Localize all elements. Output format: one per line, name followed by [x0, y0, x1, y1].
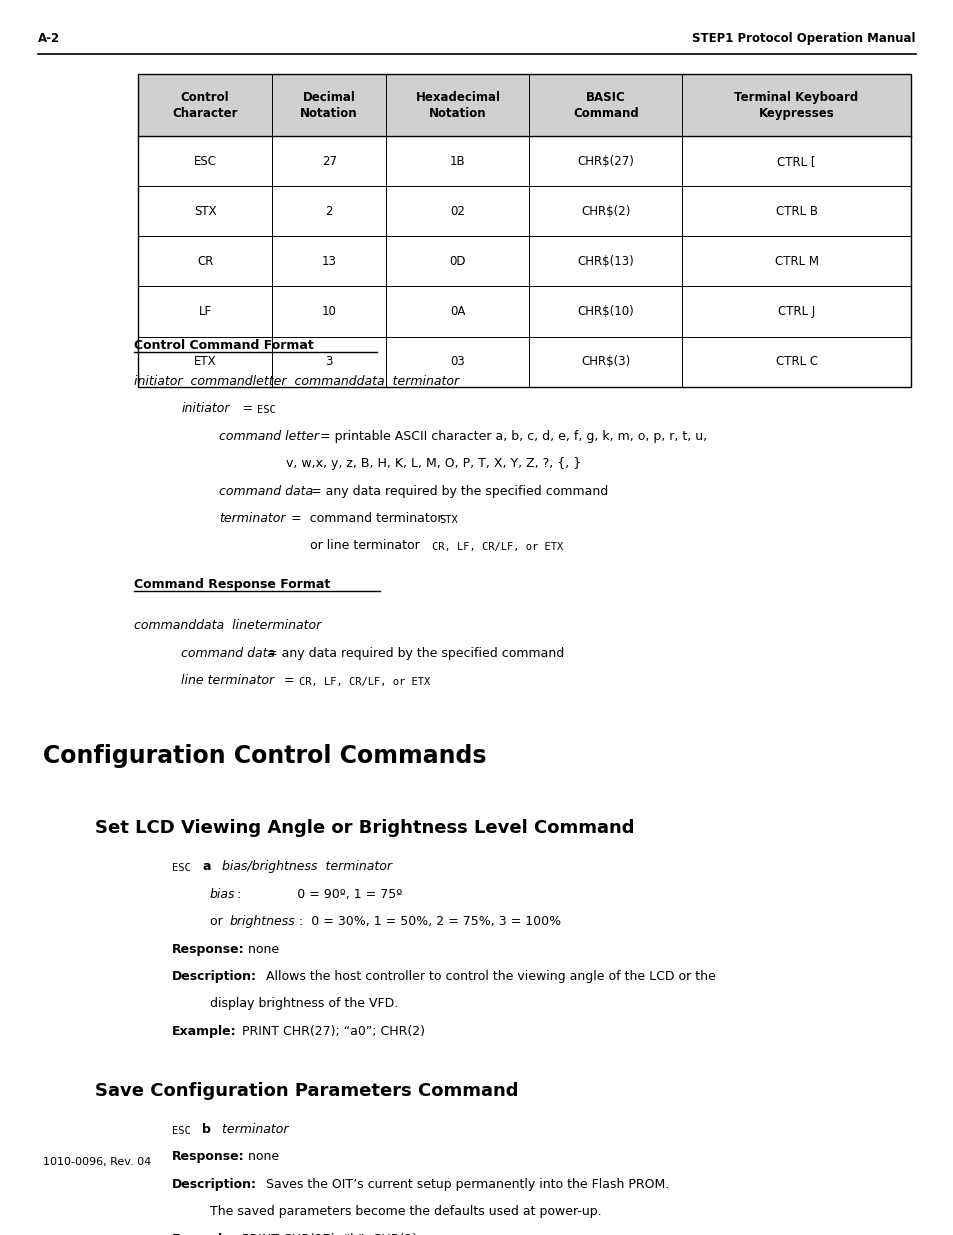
Text: STX: STX [438, 515, 457, 525]
Bar [138, 74, 910, 136]
Text: a: a [202, 861, 211, 873]
Text: = any data required by the specified command: = any data required by the specified com… [311, 484, 608, 498]
Text: 0A: 0A [450, 305, 465, 319]
Text: :              0 = 90º, 1 = 75º: : 0 = 90º, 1 = 75º [236, 888, 401, 900]
Text: 2: 2 [325, 205, 333, 217]
Text: ETX: ETX [193, 356, 216, 368]
Text: CR, LF, CR/LF, or ETX: CR, LF, CR/LF, or ETX [432, 542, 563, 552]
Text: terminator: terminator [213, 1123, 288, 1136]
Text: CTRL M: CTRL M [774, 254, 818, 268]
Text: 27: 27 [321, 154, 336, 168]
Text: 3: 3 [325, 356, 333, 368]
Text: 1010-0096, Rev. 04: 1010-0096, Rev. 04 [43, 1157, 151, 1167]
Text: bias: bias [210, 888, 235, 900]
Text: Example:: Example: [172, 1233, 236, 1235]
Text: or: or [210, 915, 227, 927]
Text: brightness: brightness [230, 915, 295, 927]
Text: Allows the host controller to control the viewing angle of the LCD or the: Allows the host controller to control th… [257, 969, 715, 983]
Text: display brightness of the VFD.: display brightness of the VFD. [210, 998, 397, 1010]
Text: 03: 03 [450, 356, 465, 368]
Text: 02: 02 [450, 205, 465, 217]
Text: Command Response Format: Command Response Format [133, 578, 330, 590]
Text: PRINT CHR(27); “b”; CHR(2): PRINT CHR(27); “b”; CHR(2) [233, 1233, 416, 1235]
Text: Set LCD Viewing Angle or Brightness Level Command: Set LCD Viewing Angle or Brightness Leve… [95, 819, 635, 837]
Text: Response:: Response: [172, 942, 244, 956]
Text: CTRL C: CTRL C [775, 356, 817, 368]
Text: = printable ASCII character a, b, c, d, e, f, g, k, m, o, p, r, t, u,: = printable ASCII character a, b, c, d, … [319, 430, 706, 442]
Text: line terminator: line terminator [181, 674, 274, 687]
Text: BASIC
Command: BASIC Command [573, 90, 638, 120]
Text: CHR$(10): CHR$(10) [577, 305, 634, 319]
Text: terminator: terminator [219, 513, 286, 525]
Text: CTRL [: CTRL [ [777, 154, 815, 168]
Text: command letter: command letter [219, 430, 319, 442]
Text: CR: CR [196, 254, 213, 268]
Text: Example:: Example: [172, 1025, 236, 1037]
Text: 10: 10 [321, 305, 336, 319]
Text: :  0 = 30%, 1 = 50%, 2 = 75%, 3 = 100%: : 0 = 30%, 1 = 50%, 2 = 75%, 3 = 100% [298, 915, 560, 927]
Text: or line terminator: or line terminator [310, 540, 423, 552]
Text: 1B: 1B [450, 154, 465, 168]
Text: none: none [240, 942, 279, 956]
Text: Control Command Format: Control Command Format [133, 340, 313, 352]
Text: = any data required by the specified command: = any data required by the specified com… [267, 647, 564, 659]
Text: v, w,x, y, z, B, H, K, L, M, O, P, T, X, Y, Z, ?, {, }: v, w,x, y, z, B, H, K, L, M, O, P, T, X,… [286, 457, 580, 471]
Text: CR, LF, CR/LF, or ETX: CR, LF, CR/LF, or ETX [298, 677, 430, 687]
Text: bias/brightness  terminator: bias/brightness terminator [213, 861, 392, 873]
Text: ESC: ESC [172, 1126, 196, 1136]
Text: Terminal Keyboard
Keypresses: Terminal Keyboard Keypresses [734, 90, 858, 120]
Text: CTRL J: CTRL J [777, 305, 815, 319]
Text: CTRL B: CTRL B [775, 205, 817, 217]
Text: A-2: A-2 [38, 32, 60, 46]
Text: Saves the OIT’s current setup permanently into the Flash PROM.: Saves the OIT’s current setup permanentl… [257, 1178, 668, 1191]
Text: =: = [284, 674, 298, 687]
Text: initiator  commandletter  commanddata  terminator: initiator commandletter commanddata term… [133, 374, 458, 388]
Text: Decimal
Notation: Decimal Notation [300, 90, 357, 120]
Text: none: none [240, 1150, 279, 1163]
Text: Configuration Control Commands: Configuration Control Commands [43, 745, 486, 768]
Text: command data: command data [181, 647, 275, 659]
Text: Description:: Description: [172, 969, 256, 983]
Text: CHR$(13): CHR$(13) [577, 254, 634, 268]
Text: STEP1 Protocol Operation Manual: STEP1 Protocol Operation Manual [692, 32, 915, 46]
Text: command data: command data [219, 484, 314, 498]
Text: Hexadecimal
Notation: Hexadecimal Notation [415, 90, 500, 120]
Text: =  command terminator: = command terminator [291, 513, 446, 525]
Text: CHR$(27): CHR$(27) [577, 154, 634, 168]
Text: Control
Character: Control Character [172, 90, 237, 120]
Text: CHR$(3): CHR$(3) [580, 356, 630, 368]
Text: The saved parameters become the defaults used at power-up.: The saved parameters become the defaults… [210, 1205, 601, 1218]
Text: LF: LF [198, 305, 212, 319]
Text: ESC: ESC [193, 154, 216, 168]
Text: Response:: Response: [172, 1150, 244, 1163]
Text: Save Configuration Parameters Command: Save Configuration Parameters Command [95, 1082, 518, 1100]
Text: STX: STX [193, 205, 216, 217]
Text: PRINT CHR(27); “a0”; CHR(2): PRINT CHR(27); “a0”; CHR(2) [233, 1025, 424, 1037]
Text: 0D: 0D [449, 254, 466, 268]
Text: CHR$(2): CHR$(2) [580, 205, 630, 217]
Text: =: = [240, 403, 257, 415]
Text: b: b [202, 1123, 211, 1136]
Text: ESC: ESC [256, 405, 275, 415]
Text: ESC: ESC [172, 863, 196, 873]
Text: commanddata  lineterminator: commanddata lineterminator [133, 619, 320, 632]
Text: 13: 13 [321, 254, 336, 268]
Text: Description:: Description: [172, 1178, 256, 1191]
Text: initiator: initiator [181, 403, 230, 415]
Bar [138, 74, 910, 387]
